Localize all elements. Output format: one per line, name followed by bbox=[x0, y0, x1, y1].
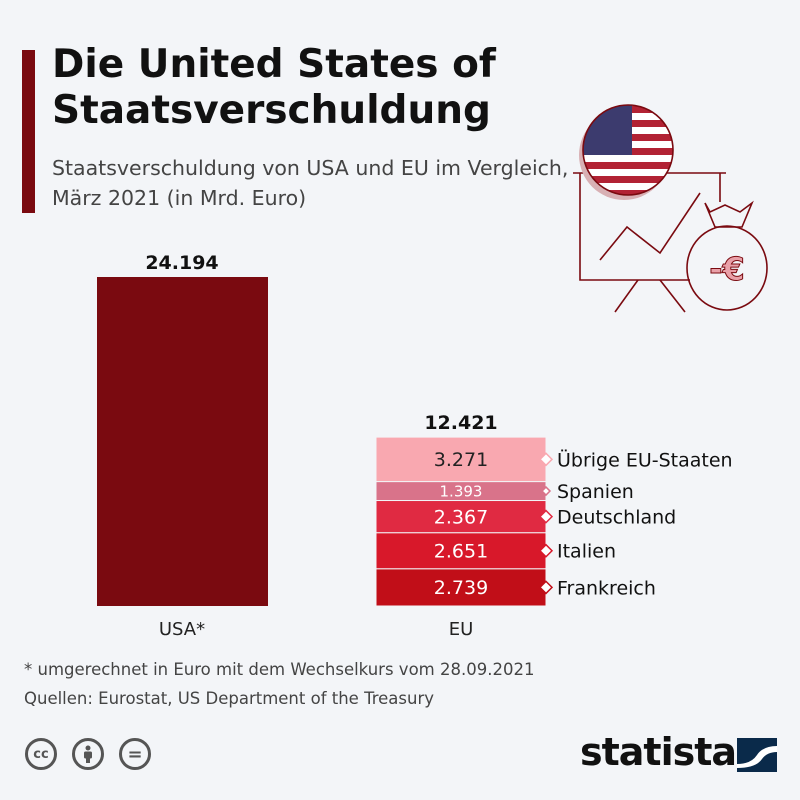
statista-logo[interactable]: statista bbox=[580, 730, 737, 774]
brand-name: statista bbox=[580, 730, 737, 774]
footnote: * umgerechnet in Euro mit dem Wechselkur… bbox=[24, 660, 535, 679]
segment-name-label: Übrige EU-Staaten bbox=[557, 448, 733, 471]
legend-marker bbox=[538, 509, 554, 524]
cc-text: cc bbox=[33, 746, 49, 762]
legend-marker bbox=[538, 580, 554, 595]
bar-segment--brige-eu-staaten bbox=[375, 436, 547, 483]
bar-chart: 24.194 USA* 2.739 Frankreich 2.651 Italien 2.3… bbox=[97, 252, 733, 640]
bar-usa bbox=[97, 277, 268, 606]
bar-segment-italien bbox=[375, 532, 547, 570]
legend-marker bbox=[538, 543, 554, 558]
page-title: Die United States of Staatsverschuldung bbox=[52, 42, 496, 133]
segment-value-label: 1.393 bbox=[440, 482, 483, 500]
no-derivatives-icon[interactable]: = bbox=[119, 738, 151, 770]
subtitle: Staatsverschuldung von USA und EU im Ver… bbox=[52, 156, 569, 210]
bar-segment-frankreich bbox=[375, 568, 547, 607]
segment-value-label: 2.739 bbox=[434, 577, 488, 599]
segment-name-label: Spanien bbox=[557, 481, 634, 503]
segment-value-label: 2.651 bbox=[434, 541, 488, 563]
source: Quellen: Eurostat, US Department of the … bbox=[24, 689, 435, 708]
segment-value-label: 2.367 bbox=[434, 506, 488, 528]
legend-marker bbox=[538, 452, 554, 467]
total-label-usa: 24.194 bbox=[145, 252, 218, 274]
total-label-eu: 12.421 bbox=[424, 412, 497, 434]
segment-name-label: Italien bbox=[557, 541, 616, 563]
cc-icon[interactable]: cc bbox=[25, 738, 57, 770]
svg-text:-€: -€ bbox=[709, 250, 745, 288]
title-accent-bar bbox=[22, 50, 35, 213]
bar-segment-deutschland bbox=[375, 500, 547, 534]
legend-marker bbox=[540, 485, 552, 497]
segment-name-label: Frankreich bbox=[557, 577, 656, 599]
attribution-icon[interactable] bbox=[72, 738, 104, 770]
nd-text: = bbox=[127, 743, 143, 765]
segment-name-label: Deutschland bbox=[557, 507, 676, 529]
segment-value-label: 3.271 bbox=[434, 449, 488, 471]
statista-logo-icon bbox=[737, 738, 777, 772]
category-label-eu: EU bbox=[449, 619, 474, 640]
category-label-usa: USA* bbox=[159, 619, 205, 640]
debt-illustration-icon: -€ bbox=[573, 104, 768, 313]
